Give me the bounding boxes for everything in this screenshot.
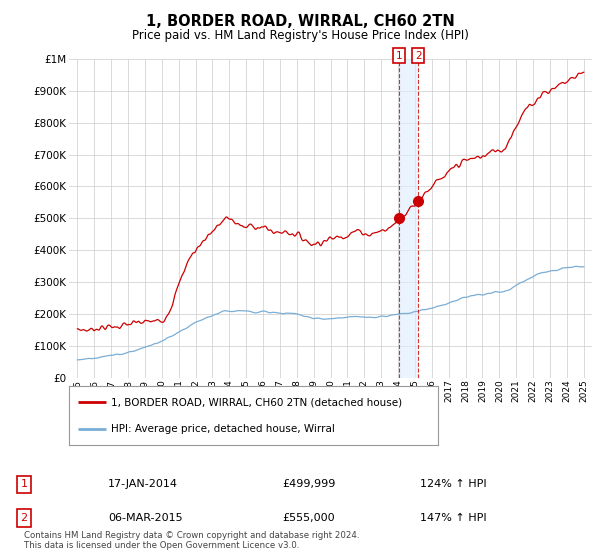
Bar [399,59,418,378]
Text: £555,000: £555,000 [282,513,335,523]
Text: 1: 1 [20,479,28,489]
Text: 1: 1 [395,50,402,60]
Text: 147% ↑ HPI: 147% ↑ HPI [420,513,487,523]
Text: Contains HM Land Registry data © Crown copyright and database right 2024.
This d: Contains HM Land Registry data © Crown c… [24,530,359,550]
Text: 17-JAN-2014: 17-JAN-2014 [108,479,178,489]
Text: Price paid vs. HM Land Registry's House Price Index (HPI): Price paid vs. HM Land Registry's House … [131,29,469,42]
Text: £499,999: £499,999 [282,479,335,489]
Text: 124% ↑ HPI: 124% ↑ HPI [420,479,487,489]
Text: 2: 2 [20,513,28,523]
Text: 06-MAR-2015: 06-MAR-2015 [108,513,182,523]
Text: 1, BORDER ROAD, WIRRAL, CH60 2TN (detached house): 1, BORDER ROAD, WIRRAL, CH60 2TN (detach… [112,397,403,407]
Text: 2: 2 [415,50,422,60]
Text: 1, BORDER ROAD, WIRRAL, CH60 2TN: 1, BORDER ROAD, WIRRAL, CH60 2TN [146,14,454,29]
Text: HPI: Average price, detached house, Wirral: HPI: Average price, detached house, Wirr… [112,424,335,434]
